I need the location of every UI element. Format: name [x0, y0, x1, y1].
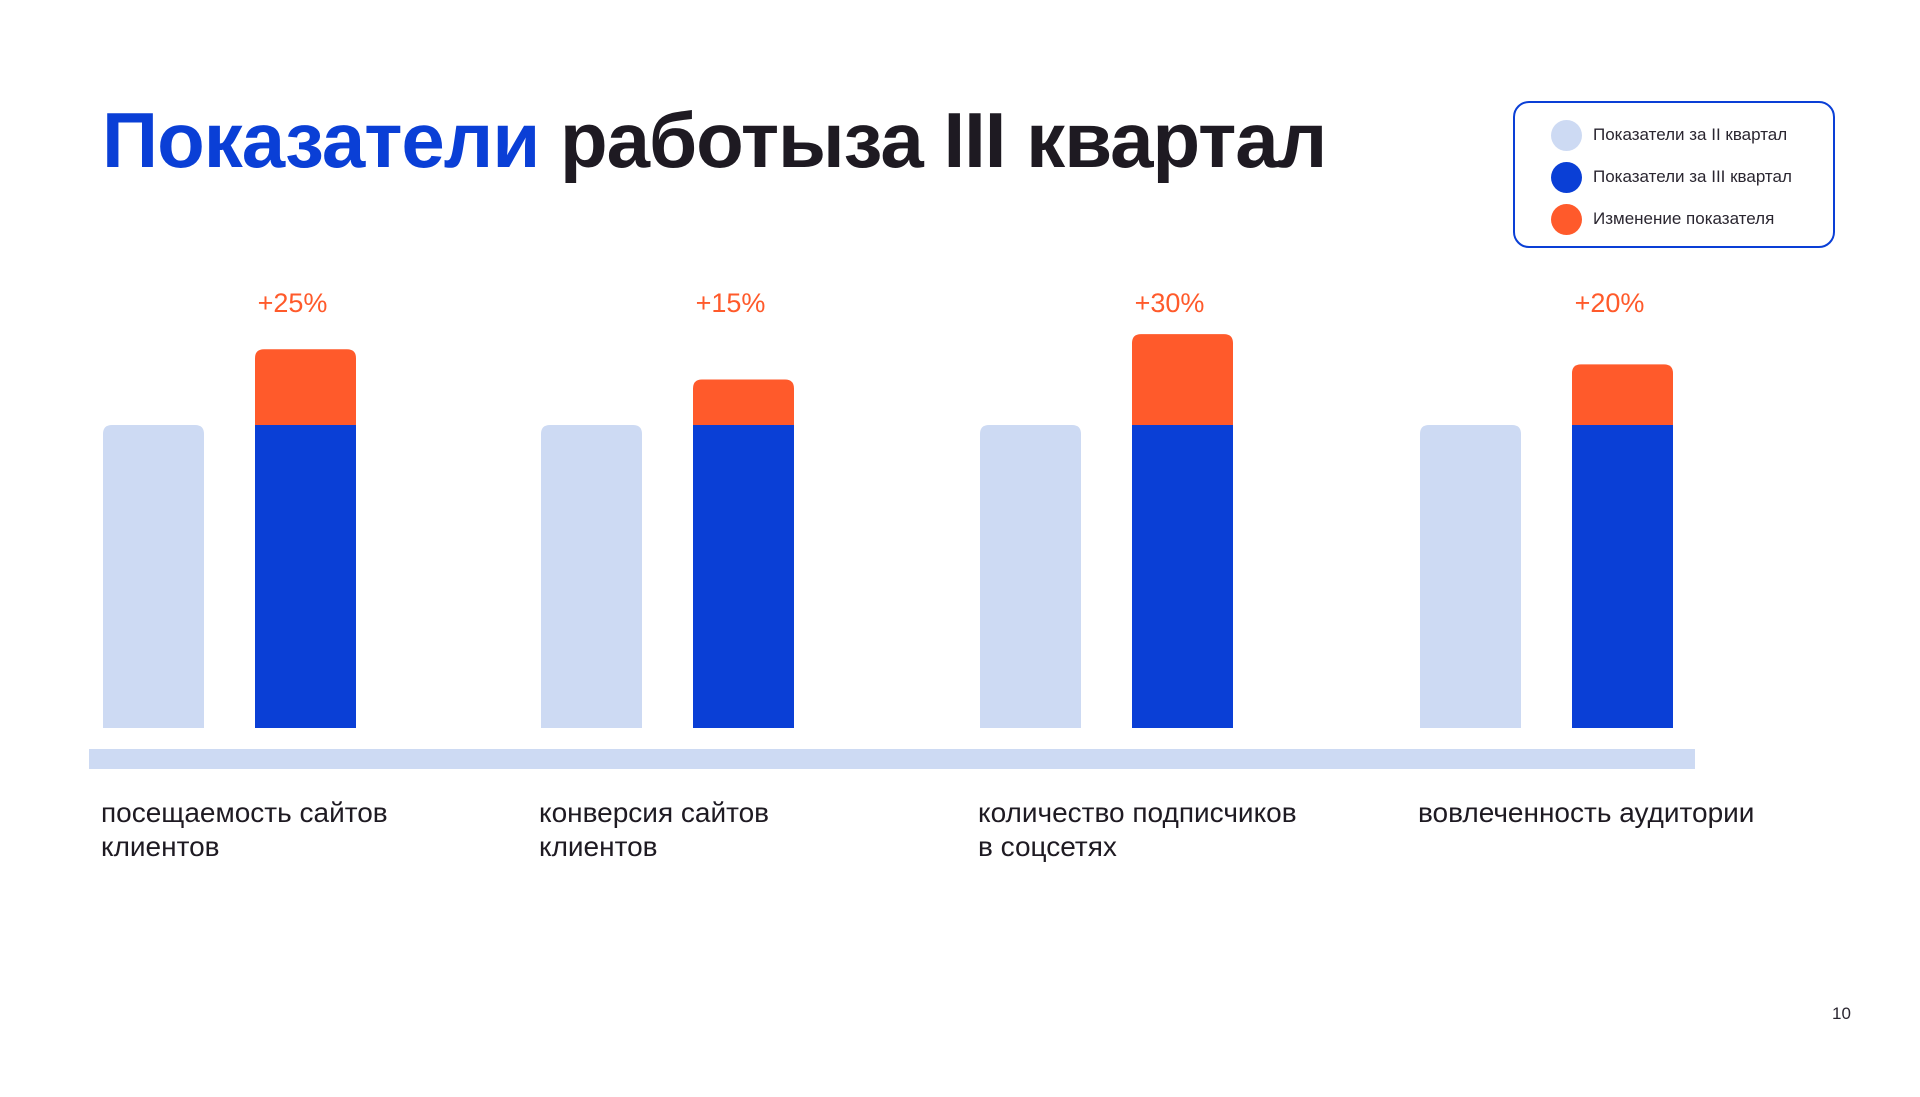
legend-item-q2: Показатели за II квартал [1551, 119, 1787, 151]
change-label: +20% [1575, 288, 1645, 318]
legend: Показатели за II квартал Показатели за I… [1513, 101, 1835, 248]
legend-item-change: Изменение показателя [1551, 203, 1774, 235]
bar-q3 [693, 425, 794, 728]
bar-q2 [980, 425, 1081, 728]
legend-item-q3: Показатели за III квартал [1551, 161, 1792, 193]
title-accent: Показатели [102, 96, 540, 184]
bar-q3 [1572, 425, 1673, 728]
change-label: +15% [696, 288, 766, 318]
legend-label-q2: Показатели за II квартал [1593, 125, 1788, 144]
bar-q2 [103, 425, 204, 728]
change-label: +30% [1135, 288, 1205, 318]
legend-dot-q2 [1551, 119, 1582, 151]
category-label: вовлеченность аудитории [1418, 797, 1755, 828]
bar-change [255, 349, 356, 425]
chart-baseline [89, 749, 1695, 769]
category-label: количество подписчиков в соцсетях [978, 797, 1297, 862]
bar-q2 [541, 425, 642, 728]
legend-dot-change [1551, 203, 1582, 235]
category-label: посещаемость сайтов клиентов [101, 797, 388, 862]
bar-change [1572, 364, 1673, 425]
legend-label-change: Изменение показателя [1593, 209, 1775, 228]
legend-dot-q3 [1551, 161, 1582, 193]
title-rest: работыза III квартал [559, 96, 1327, 184]
page-number: 10 [1832, 1004, 1851, 1023]
bar-q2 [1420, 425, 1521, 728]
page-title: Показатели работыза III квартал [102, 96, 1327, 184]
legend-label-q3: Показатели за III квартал [1593, 167, 1792, 186]
change-label: +25% [258, 288, 328, 318]
category-label: конверсия сайтов клиентов [539, 797, 770, 862]
bar-q3 [255, 425, 356, 728]
bar-change [693, 379, 794, 425]
bar-q3 [1132, 425, 1233, 728]
bar-change [1132, 334, 1233, 425]
